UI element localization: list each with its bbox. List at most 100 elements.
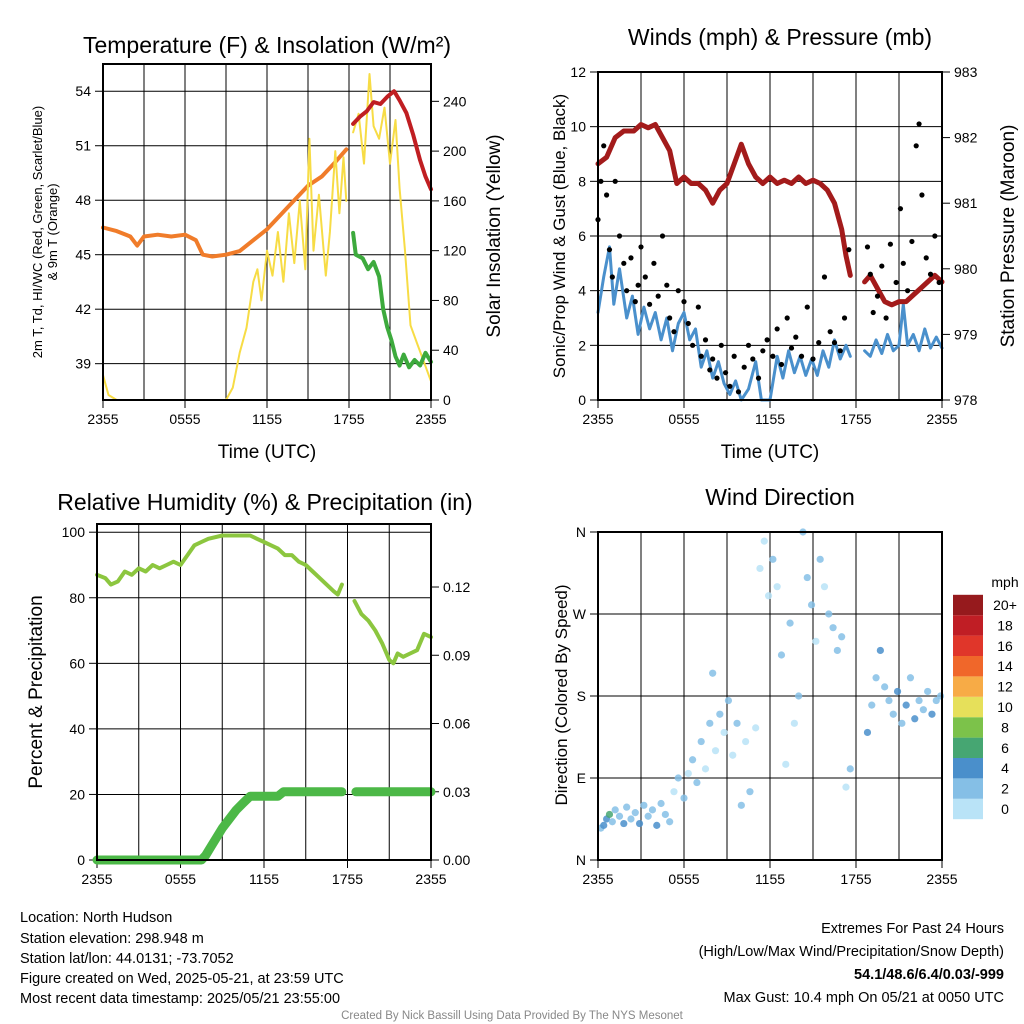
location-text: Location: North Hudson (20, 910, 172, 926)
gust-point (675, 288, 681, 294)
x-tick-label: 2355 (926, 411, 957, 427)
gust-point (936, 279, 942, 286)
direction-point (680, 794, 688, 802)
direction-point (746, 788, 754, 796)
humidity-panel-title: Relative Humidity (%) & Precipitation (i… (57, 489, 472, 515)
gust-point (870, 309, 876, 316)
gust-point (909, 238, 915, 245)
y-tick-label: W (573, 606, 587, 622)
gust-point (827, 329, 833, 335)
x-tick-label: 2355 (81, 871, 112, 887)
gust-point (707, 367, 713, 373)
x-tick-label: 1155 (249, 871, 279, 887)
gust-point (635, 282, 641, 288)
gust-point (612, 178, 618, 184)
y-right-tick-label: 0.00 (443, 852, 470, 868)
x-tick-label: 2355 (582, 411, 613, 427)
direction-point (919, 706, 927, 714)
panel-3: N E S W N 2355 0555 1155 1755 2355 (573, 524, 958, 887)
direction-point (674, 774, 682, 782)
series-wind (596, 245, 944, 402)
legend-label: 2 (1001, 781, 1009, 797)
y-right-tick-label: 981 (954, 195, 978, 211)
legend-swatch (953, 778, 983, 799)
gust-point (784, 315, 790, 321)
series-td (351, 230, 433, 370)
legend-swatch (953, 696, 983, 718)
series-2m-t (351, 89, 433, 192)
x-tick-label: 2355 (87, 411, 118, 427)
gust-point (883, 315, 889, 321)
gust-point (621, 260, 627, 266)
x-tick-label: 2355 (582, 871, 613, 887)
x-tick-label: 1155 (755, 411, 785, 427)
gust-point (628, 255, 634, 261)
y-tick-label: N (576, 852, 586, 868)
gust-point (685, 320, 691, 327)
gust-point (690, 342, 696, 348)
gust-point (846, 247, 852, 253)
direction-point (737, 801, 745, 809)
legend-label: 4 (1001, 760, 1009, 776)
direction-point (876, 646, 884, 655)
series-pressure (595, 122, 945, 308)
direction-point (842, 783, 850, 791)
direction-point (666, 818, 674, 826)
direction-point (644, 812, 652, 820)
gust-point (793, 334, 799, 340)
direction-point (733, 719, 741, 727)
y-right-tick-label: 980 (954, 261, 978, 277)
y-right-tick-label: 0.06 (443, 716, 470, 732)
gust-point (671, 329, 677, 335)
legend-swatch (953, 676, 983, 697)
gust-point (642, 274, 648, 280)
y-tick-label: 60 (69, 655, 85, 671)
direction-point (631, 809, 639, 817)
legend-label: 16 (997, 638, 1013, 654)
gust-point (598, 178, 604, 184)
direction-point (711, 747, 720, 755)
direction-point (863, 728, 872, 737)
temperature-y-axis-title-line2: & 9m T (Orange) (45, 183, 60, 280)
legend-title: mph (991, 574, 1018, 590)
x-tick-label: 1755 (332, 871, 363, 887)
gust-point (816, 340, 822, 346)
y-tick-label: 12 (570, 64, 586, 80)
direction-point (816, 555, 824, 563)
y-right-tick-label: 983 (954, 64, 978, 80)
gust-point (804, 304, 810, 310)
gust-point (874, 293, 881, 299)
gust-point (632, 299, 638, 305)
legend-swatch (953, 717, 983, 738)
direction-point (706, 719, 714, 727)
direction-point (689, 756, 697, 764)
direction-point (729, 751, 737, 759)
gust-point (893, 279, 899, 286)
gust-point (695, 304, 701, 310)
gust-point (927, 271, 934, 277)
legend-swatch (953, 758, 983, 779)
y-right-tick-label: 0.03 (443, 784, 470, 800)
y-tick-label: 42 (75, 301, 91, 317)
direction-point (889, 710, 897, 718)
series-precipitation (92, 787, 436, 865)
legend-label: 18 (997, 617, 1013, 633)
x-tick-label: 1755 (840, 411, 871, 427)
legend-label: 8 (1001, 719, 1009, 735)
direction-point (760, 537, 768, 545)
x-tick-label: 0555 (668, 871, 699, 887)
y-tick-label: 48 (75, 192, 91, 208)
direction-point (635, 819, 644, 828)
y-tick-label: 0 (578, 392, 586, 408)
gust-point (879, 263, 885, 269)
direction-y-axis-title: Direction (Colored By Speed) (552, 584, 571, 805)
direction-point (906, 674, 915, 682)
gust-point (770, 353, 776, 359)
direction-point (936, 692, 945, 700)
x-tick-label: 2355 (415, 411, 446, 427)
extremes-subtitle: (High/Low/Max Wind/Precipitation/Snow De… (699, 944, 1004, 960)
gust-point (831, 340, 838, 346)
direction-point (701, 765, 710, 773)
y-right-tick-label: 240 (443, 93, 467, 109)
temperature-panel-title: Temperature (F) & Insolation (W/m²) (83, 32, 451, 58)
